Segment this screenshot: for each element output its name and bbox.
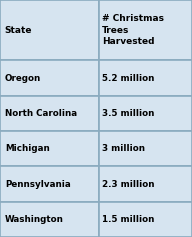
Text: 3 million: 3 million xyxy=(102,144,145,153)
Text: State: State xyxy=(5,26,32,35)
Text: # Christmas
Trees
Harvested: # Christmas Trees Harvested xyxy=(102,14,164,46)
Text: Michigan: Michigan xyxy=(5,144,50,153)
Bar xyxy=(0,0,99,60)
Text: 1.5 million: 1.5 million xyxy=(102,215,154,224)
Text: Washington: Washington xyxy=(5,215,64,224)
Bar xyxy=(99,60,192,96)
Text: Oregon: Oregon xyxy=(5,74,41,82)
Bar xyxy=(99,166,192,202)
Bar xyxy=(0,131,99,166)
Bar xyxy=(99,96,192,131)
Text: North Carolina: North Carolina xyxy=(5,109,77,118)
Bar xyxy=(0,166,99,202)
Bar xyxy=(0,60,99,96)
Bar xyxy=(0,202,99,237)
Text: 2.3 million: 2.3 million xyxy=(102,180,154,188)
Text: 5.2 million: 5.2 million xyxy=(102,74,154,82)
Text: 3.5 million: 3.5 million xyxy=(102,109,154,118)
Bar xyxy=(99,0,192,60)
Bar xyxy=(99,131,192,166)
Bar xyxy=(0,96,99,131)
Text: Pennsylvania: Pennsylvania xyxy=(5,180,70,188)
Bar xyxy=(99,202,192,237)
